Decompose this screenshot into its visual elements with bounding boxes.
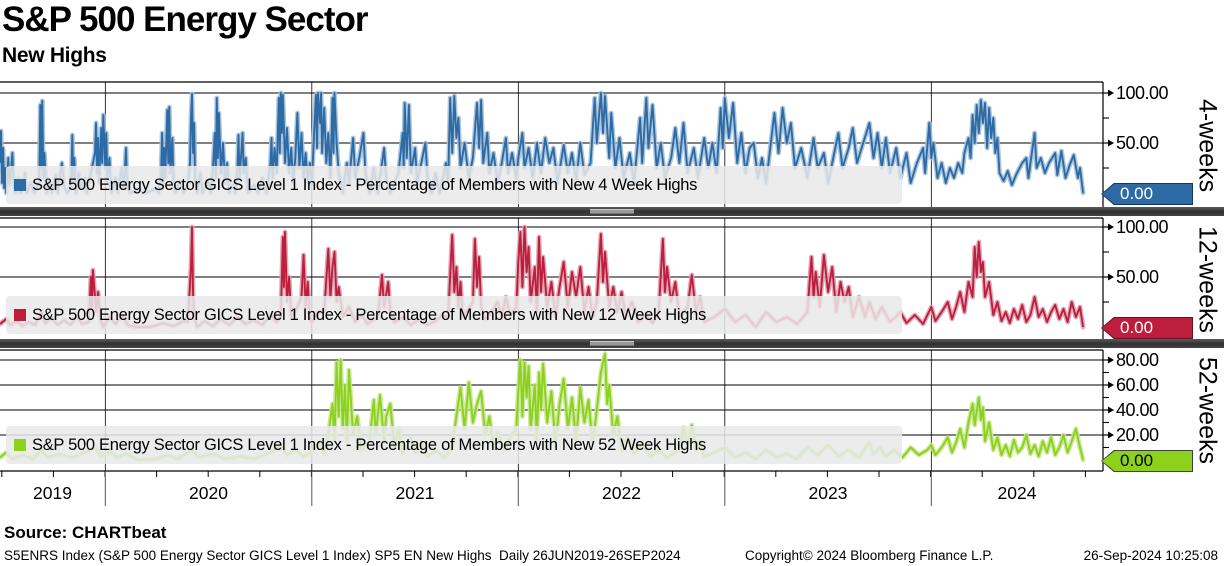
panel-label-4-weeks: 4-weeks [1193,99,1222,193]
year-label-2021: 2021 [395,483,435,503]
legend-label-12-week: S&P 500 Energy Sector GICS Level 1 Index… [32,305,706,324]
tag-value: 0.00 [1120,318,1154,337]
legend-label-4-week: S&P 500 Energy Sector GICS Level 1 Index… [32,175,698,194]
legend-52-week[interactable]: S&P 500 Energy Sector GICS Level 1 Index… [6,426,902,464]
year-label-2022: 2022 [602,483,641,503]
legend-4-week[interactable]: S&P 500 Energy Sector GICS Level 1 Index… [6,166,902,204]
legend-label-52-week: S&P 500 Energy Sector GICS Level 1 Index… [32,435,706,454]
copyright-notice: Copyright© 2024 Bloomberg Finance L.P. [745,548,994,563]
panel-separator-2 [0,339,1224,348]
tag-fill: 0.00 [1102,451,1192,471]
panel-label-12-weeks: 12-weeks [1193,225,1222,333]
source-credit: Source: CHARTbeat [4,523,167,542]
panel-label-52-weeks: 52-weeks [1193,356,1222,464]
ytick-p3-40: 40.00 [1116,400,1159,420]
ytick-p2-50: 50.00 [1116,267,1159,287]
ytick-p1-100: 100.00 [1116,83,1169,103]
separator-drag-handle-1[interactable] [590,209,634,214]
ytick-p2-100: 100.00 [1116,217,1169,237]
year-label-2024: 2024 [997,483,1037,503]
tag-fill: 0.00 [1102,318,1192,338]
panel-separator-1 [0,207,1224,216]
last-value-tag-12-week: 0.00 [1101,317,1193,339]
page-subtitle: New Highs [2,44,107,67]
ytick-p3-80: 80.00 [1116,350,1159,370]
separator-drag-handle-2[interactable] [590,341,634,346]
year-label-2020: 2020 [189,483,228,503]
last-value-tag-4-week: 0.00 [1101,183,1193,205]
ytick-p3-20: 20.00 [1116,425,1159,445]
legend-marker-12-week-icon [14,309,26,321]
ytick-p1-50: 50.00 [1116,133,1159,153]
page-title: S&P 500 Energy Sector [2,0,368,39]
year-label-2023: 2023 [808,483,848,503]
tag-value: 0.00 [1120,451,1154,470]
security-info: S5ENRS Index (S&P 500 Energy Sector GICS… [4,548,681,563]
chart-timestamp: 26-Sep-2024 10:25:08 [1083,548,1218,563]
legend-12-week[interactable]: S&P 500 Energy Sector GICS Level 1 Index… [6,296,902,334]
legend-marker-4-week-icon [14,179,26,191]
year-label-2019: 2019 [33,483,72,503]
tag-fill: 0.00 [1102,184,1192,204]
ytick-p3-60: 60.00 [1116,375,1159,395]
legend-marker-52-week-icon [14,439,26,451]
last-value-tag-52-week: 0.00 [1101,450,1193,472]
tag-value: 0.00 [1120,184,1154,203]
